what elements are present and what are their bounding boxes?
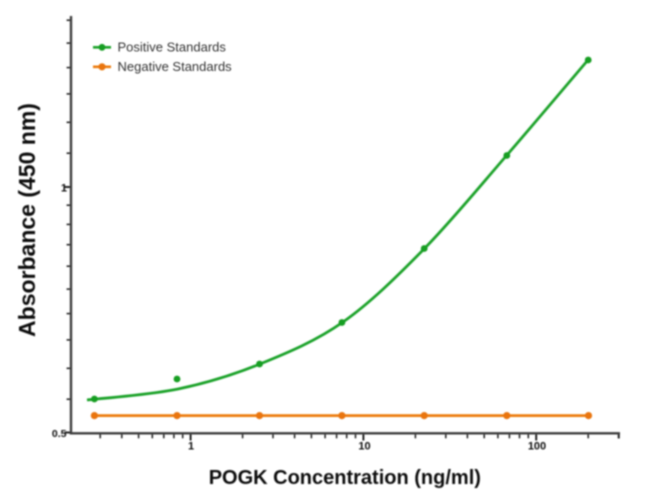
svg-text:10: 10	[358, 441, 370, 453]
svg-text:Absorbance (450 nm): Absorbance (450 nm)	[14, 103, 40, 337]
svg-text:0.5: 0.5	[52, 428, 67, 440]
svg-text:1: 1	[61, 183, 67, 195]
svg-text:100: 100	[528, 441, 546, 453]
svg-text:Positive Standards: Positive Standards	[118, 40, 227, 55]
svg-text:1: 1	[188, 441, 194, 453]
svg-text:Negative Standards: Negative Standards	[118, 59, 233, 74]
svg-text:POGK Concentration (ng/ml): POGK Concentration (ng/ml)	[209, 467, 481, 489]
